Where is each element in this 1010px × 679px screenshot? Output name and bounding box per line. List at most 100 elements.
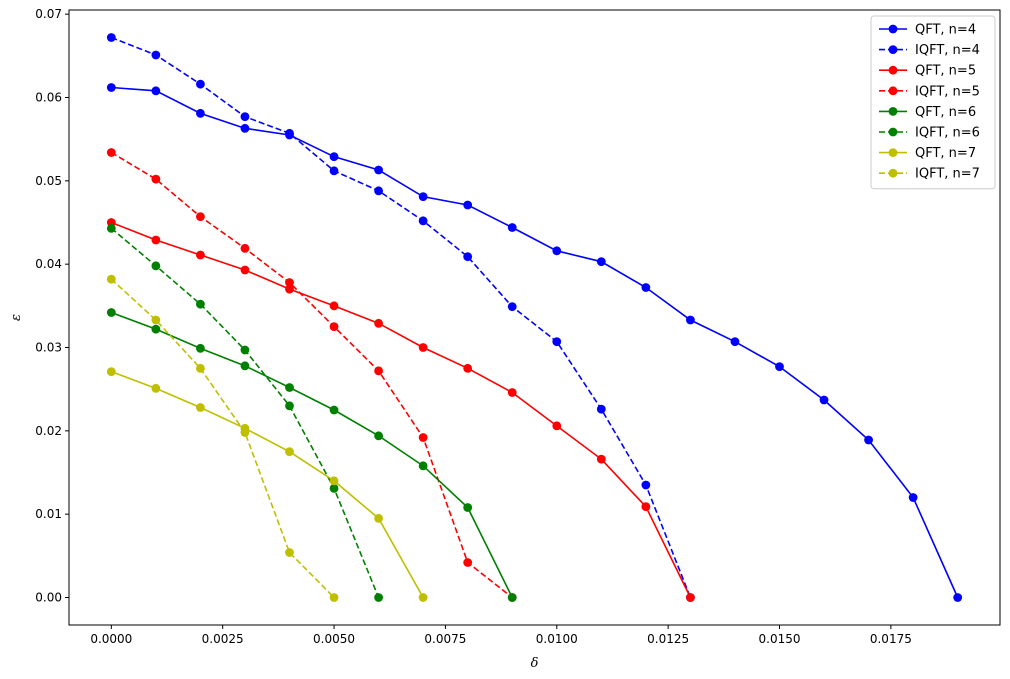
data-point (106, 148, 116, 157)
data-point (641, 502, 651, 512)
series-line (111, 370, 424, 598)
y-tick-label: 0.01 (35, 507, 62, 521)
data-point (151, 261, 161, 271)
data-point (552, 421, 562, 431)
legend-marker (888, 45, 898, 54)
data-point (641, 283, 651, 292)
data-point (240, 428, 250, 437)
data-point (329, 483, 339, 493)
x-tick-label: 0.0150 (759, 632, 801, 646)
data-point (151, 235, 161, 245)
data-point (151, 383, 161, 393)
legend: QFT, n=4 IQFT, n=4 QFT, n=5 IQFT, n=5 QFT, n… (870, 15, 996, 190)
x-axis-label: δ (531, 656, 539, 671)
x-tick-label: 0.0025 (202, 632, 244, 646)
data-point (418, 593, 428, 602)
legend-entry: IQFT, n=4 (879, 43, 980, 58)
y-axis-label: ε (9, 314, 24, 321)
legend-marker (888, 86, 898, 96)
x-tick-label: 0.0125 (647, 632, 689, 646)
legend-entry: QFT, n=7 (879, 146, 976, 161)
legend-marker (888, 24, 898, 34)
legend-marker (888, 65, 898, 75)
data-point (240, 243, 250, 253)
data-point (106, 223, 116, 233)
data-point (374, 186, 383, 196)
data-point (196, 108, 205, 118)
series-line (111, 311, 513, 598)
data-point (106, 274, 116, 284)
data-point (285, 401, 294, 411)
legend-label: IQFT, n=5 (915, 84, 980, 99)
data-point (106, 308, 116, 317)
series-line (111, 36, 692, 598)
data-point (196, 212, 205, 222)
data-point (106, 83, 116, 92)
y-tick-label: 0.04 (35, 257, 62, 271)
data-point (596, 257, 606, 267)
data-point (240, 123, 250, 133)
legend-label: QFT, n=6 (915, 105, 976, 120)
y-tick-label: 0.00 (35, 591, 62, 605)
data-point (418, 343, 428, 352)
data-point (240, 265, 250, 275)
data-point (151, 324, 161, 334)
series-line (111, 221, 692, 598)
data-point (151, 50, 161, 60)
data-point (329, 166, 339, 176)
legend-entry: IQFT, n=7 (879, 167, 980, 182)
legend-entry: IQFT, n=6 (879, 126, 980, 141)
x-tick-label: 0.0075 (424, 632, 466, 646)
legend-entry: QFT, n=6 (879, 105, 976, 120)
legend-label: QFT, n=4 (915, 23, 976, 38)
data-point (507, 593, 517, 602)
legend-label: IQFT, n=7 (915, 167, 980, 182)
legend-label: IQFT, n=6 (915, 126, 980, 141)
data-point (374, 431, 383, 441)
legend-marker (888, 148, 898, 158)
data-point (507, 302, 517, 312)
series-line (111, 86, 959, 598)
y-tick-label: 0.06 (35, 91, 62, 105)
data-point (285, 383, 294, 392)
data-point (463, 252, 473, 262)
data-point (151, 86, 161, 96)
data-point (552, 337, 562, 347)
data-point (463, 200, 473, 210)
x-tick-label: 0.0100 (536, 632, 578, 646)
data-point (196, 343, 205, 353)
plot-frame (68, 9, 1001, 626)
data-point (374, 513, 383, 523)
data-point (151, 174, 161, 184)
legend-label: QFT, n=5 (915, 64, 976, 79)
x-tick-label: 0.0050 (313, 632, 355, 646)
legend-box (870, 15, 996, 190)
data-point (329, 476, 339, 486)
data-point (374, 366, 383, 376)
data-point (463, 503, 473, 512)
y-tick-label: 0.03 (35, 341, 62, 355)
x-tick-label: 0.0000 (90, 632, 132, 646)
data-point (418, 433, 428, 442)
data-point (864, 435, 873, 445)
data-point (329, 405, 339, 415)
data-point (374, 318, 383, 328)
series-line (110, 151, 513, 599)
legend-entry: QFT, n=5 (879, 64, 976, 79)
data-point (329, 322, 339, 332)
data-point (641, 480, 651, 490)
data-point (240, 361, 250, 371)
data-point (106, 367, 116, 377)
y-axis: 0.00 0.01 0.02 0.03 0.04 0.05 0.06 0.07 (35, 7, 69, 605)
data-point (552, 246, 562, 256)
y-tick-label: 0.02 (35, 424, 62, 438)
data-point (463, 558, 473, 567)
data-point (329, 301, 339, 311)
data-point (285, 128, 294, 138)
data-point (196, 299, 205, 309)
legend-entry: QFT, n=4 (879, 23, 976, 38)
series-line (110, 278, 335, 599)
data-point (908, 493, 918, 502)
legend-label: QFT, n=7 (915, 146, 976, 161)
